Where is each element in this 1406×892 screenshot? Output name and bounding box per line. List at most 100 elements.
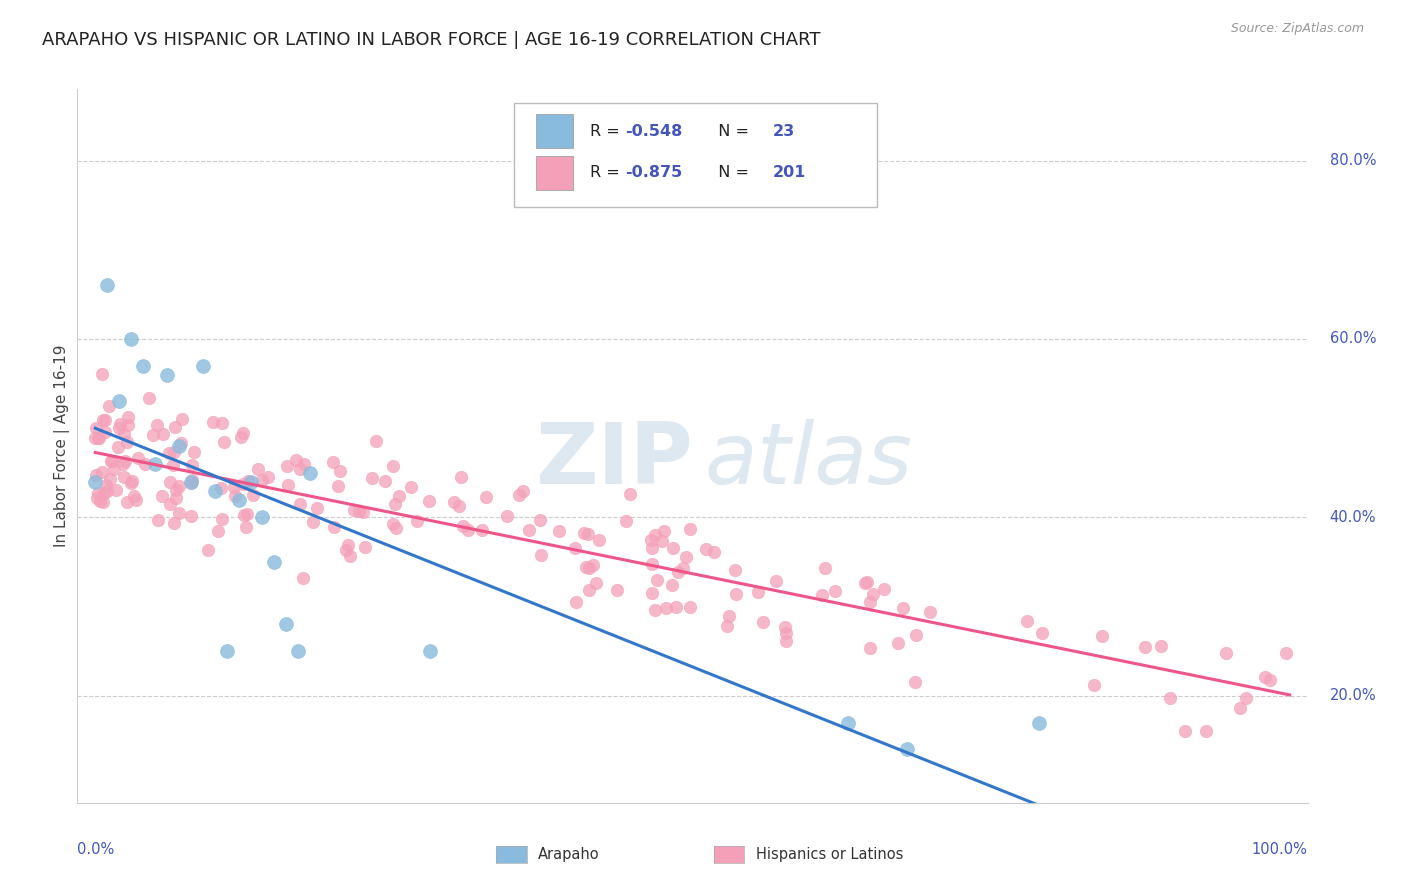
Point bbox=[229, 429, 252, 443]
Point bbox=[277, 477, 299, 491]
Point bbox=[891, 601, 914, 615]
Point bbox=[165, 483, 187, 497]
Point bbox=[1234, 690, 1257, 705]
Point bbox=[619, 486, 641, 500]
Point bbox=[343, 503, 366, 517]
Text: ZIP: ZIP bbox=[534, 418, 693, 502]
Point bbox=[167, 507, 190, 521]
Point bbox=[122, 489, 145, 503]
Point bbox=[1150, 639, 1173, 653]
Point bbox=[859, 641, 882, 656]
Point bbox=[347, 504, 370, 518]
Point bbox=[307, 500, 329, 515]
Point bbox=[89, 431, 111, 445]
Point bbox=[887, 636, 910, 650]
Point bbox=[87, 486, 110, 500]
Point bbox=[335, 542, 357, 557]
Point bbox=[180, 473, 202, 487]
FancyBboxPatch shape bbox=[515, 103, 877, 207]
Point bbox=[94, 478, 117, 492]
Point bbox=[695, 541, 717, 556]
Point bbox=[859, 595, 882, 609]
Point bbox=[256, 469, 278, 483]
Point bbox=[93, 413, 115, 427]
Point bbox=[103, 461, 125, 475]
Point bbox=[224, 489, 246, 503]
Point bbox=[775, 626, 797, 640]
Point bbox=[418, 494, 440, 508]
Point bbox=[644, 602, 666, 616]
Point bbox=[84, 431, 107, 445]
Point bbox=[124, 493, 146, 508]
Point bbox=[238, 474, 260, 488]
Point bbox=[202, 416, 225, 430]
Point bbox=[747, 585, 769, 599]
Point bbox=[112, 426, 135, 441]
Point bbox=[641, 541, 664, 555]
Text: N =: N = bbox=[709, 124, 755, 139]
Point bbox=[91, 465, 114, 479]
Point bbox=[862, 587, 884, 601]
Text: Hispanics or Latinos: Hispanics or Latinos bbox=[756, 847, 903, 862]
Point bbox=[1215, 646, 1237, 660]
Point bbox=[824, 584, 846, 599]
Text: 60.0%: 60.0% bbox=[1330, 332, 1376, 346]
Point bbox=[679, 522, 702, 536]
Point bbox=[576, 527, 599, 541]
Point bbox=[352, 505, 374, 519]
Point bbox=[322, 455, 344, 469]
Point bbox=[232, 476, 254, 491]
Point bbox=[134, 457, 156, 471]
Text: -0.875: -0.875 bbox=[624, 165, 682, 180]
Point bbox=[364, 434, 387, 448]
Point bbox=[183, 445, 205, 459]
Point bbox=[582, 558, 605, 572]
Point bbox=[1031, 626, 1053, 640]
Point bbox=[717, 609, 740, 624]
Text: Source: ZipAtlas.com: Source: ZipAtlas.com bbox=[1230, 22, 1364, 36]
Point bbox=[94, 425, 117, 439]
Point bbox=[1275, 646, 1298, 660]
Point bbox=[84, 475, 107, 489]
Point bbox=[1159, 690, 1181, 705]
Point bbox=[585, 575, 607, 590]
Point bbox=[337, 538, 360, 552]
Point bbox=[548, 524, 571, 538]
Point bbox=[529, 513, 551, 527]
Point bbox=[215, 644, 238, 658]
Point bbox=[1133, 640, 1156, 655]
Point bbox=[101, 454, 124, 468]
Point bbox=[197, 542, 219, 557]
Point bbox=[143, 457, 166, 471]
Point bbox=[578, 561, 600, 575]
Point bbox=[170, 411, 193, 425]
Point bbox=[652, 524, 675, 539]
Point bbox=[100, 453, 122, 467]
Point bbox=[616, 514, 638, 528]
Text: ARAPAHO VS HISPANIC OR LATINO IN LABOR FORCE | AGE 16-19 CORRELATION CHART: ARAPAHO VS HISPANIC OR LATINO IN LABOR F… bbox=[42, 31, 821, 49]
Point bbox=[641, 557, 664, 571]
Point bbox=[290, 497, 312, 511]
Point bbox=[672, 561, 695, 575]
Point bbox=[207, 524, 229, 538]
Point bbox=[90, 367, 112, 381]
Point bbox=[276, 617, 298, 632]
Point bbox=[222, 480, 245, 494]
Point bbox=[239, 475, 262, 489]
Point bbox=[384, 497, 406, 511]
Point bbox=[108, 421, 131, 435]
Point bbox=[775, 633, 797, 648]
Point bbox=[292, 457, 315, 471]
Point bbox=[322, 520, 344, 534]
Point bbox=[675, 550, 697, 565]
Point bbox=[574, 559, 596, 574]
Point bbox=[837, 715, 859, 730]
Point bbox=[89, 493, 111, 508]
Point bbox=[247, 461, 270, 475]
Point bbox=[904, 674, 927, 689]
Point bbox=[508, 488, 530, 502]
Point bbox=[450, 469, 472, 483]
Text: 23: 23 bbox=[772, 124, 794, 139]
Bar bbox=[536, 114, 574, 148]
Point bbox=[666, 565, 689, 579]
